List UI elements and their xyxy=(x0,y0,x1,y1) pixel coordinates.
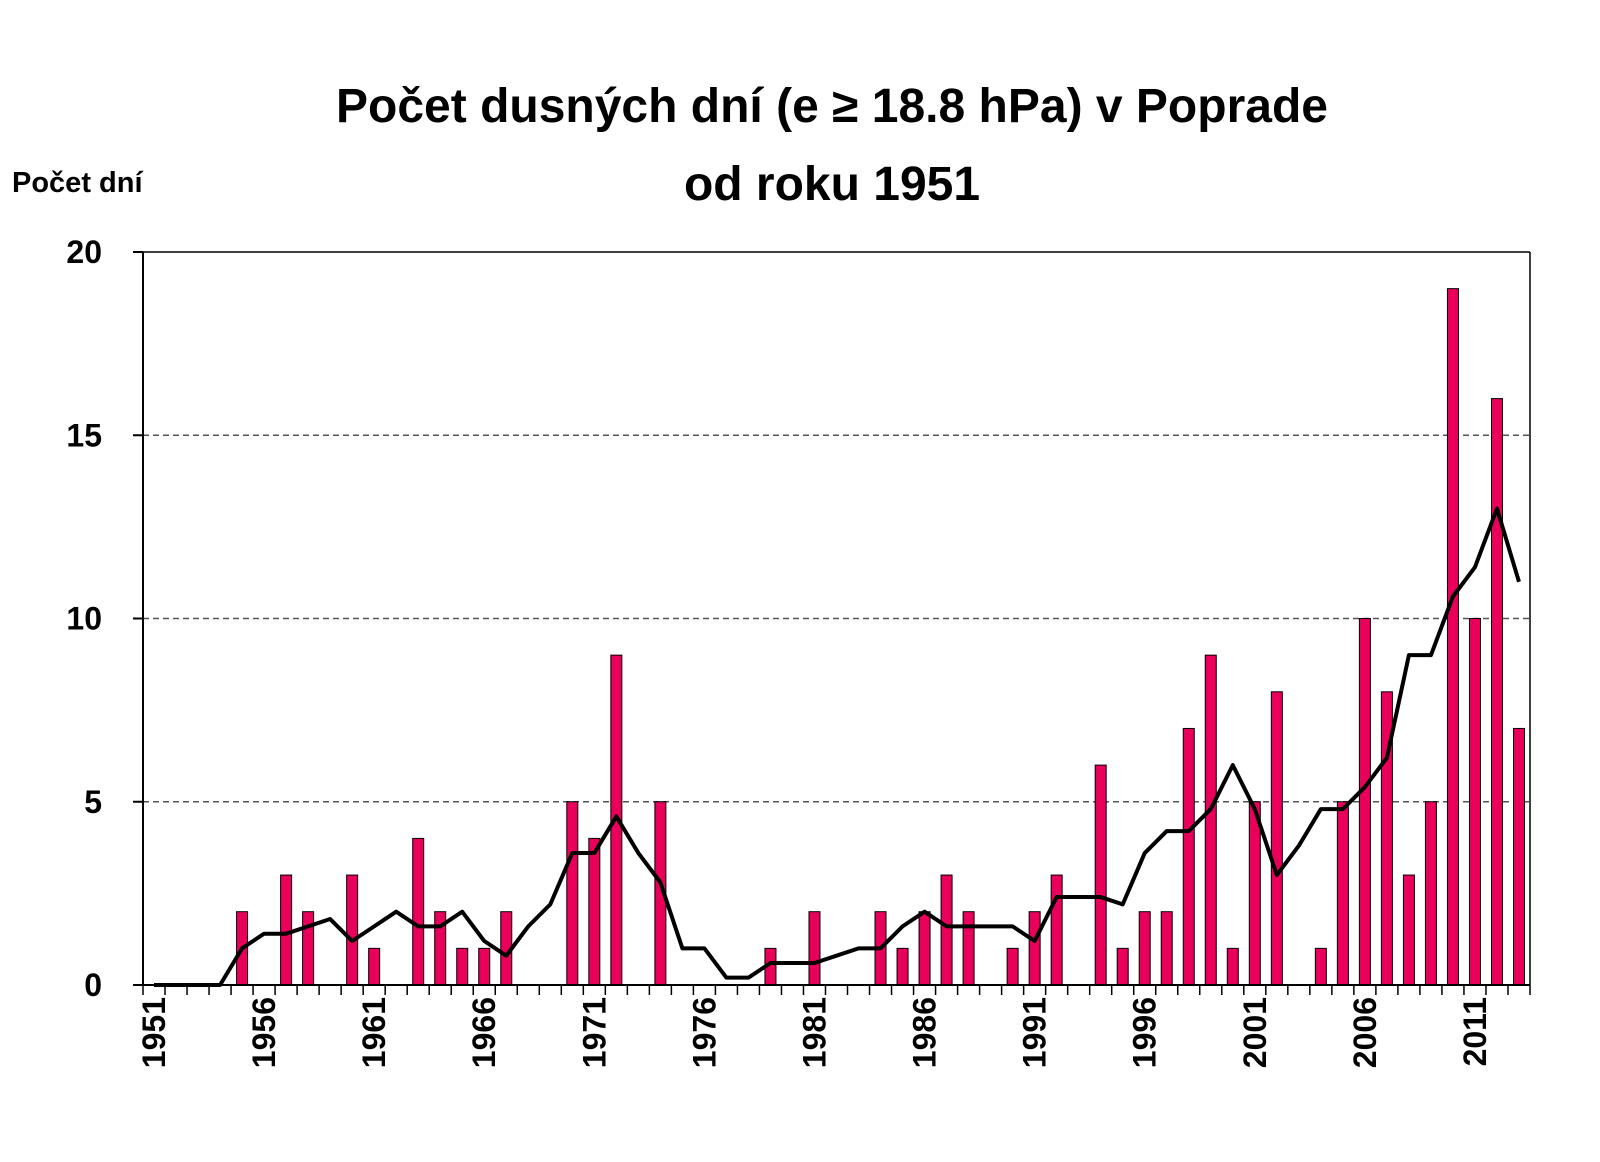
bar xyxy=(1006,947,1019,986)
x-tick-label: 1961 xyxy=(356,997,392,1068)
bar xyxy=(478,947,491,986)
bar xyxy=(1512,727,1525,986)
bar xyxy=(1358,618,1371,986)
bar xyxy=(896,947,909,986)
bar xyxy=(1182,727,1195,986)
bar xyxy=(808,911,821,986)
bar xyxy=(566,801,579,986)
bar xyxy=(1160,911,1173,986)
x-tick-label: 1966 xyxy=(466,997,502,1068)
bar xyxy=(302,911,315,986)
x-tick-label: 1981 xyxy=(796,997,832,1068)
trend-line xyxy=(154,506,1521,987)
bar xyxy=(456,947,469,986)
bar xyxy=(1314,947,1327,986)
x-tick-label: 1986 xyxy=(907,997,943,1068)
y-tick-label: 20 xyxy=(66,234,102,270)
bar xyxy=(918,911,931,986)
bar xyxy=(1490,398,1503,986)
y-tick-label: 15 xyxy=(66,417,102,453)
x-tick-label: 2006 xyxy=(1347,997,1383,1068)
y-axis-label: Počet dní xyxy=(12,167,143,199)
y-tick-label: 10 xyxy=(66,601,102,637)
chart-title: Počet dusných dní (e ≥ 18.8 hPa) v Popra… xyxy=(336,80,1328,133)
bar xyxy=(588,837,601,986)
bar xyxy=(412,837,425,986)
bar xyxy=(1336,801,1349,986)
bar xyxy=(1270,691,1283,986)
bar xyxy=(1028,911,1041,986)
bar xyxy=(346,874,359,986)
bar xyxy=(1204,654,1217,986)
bar xyxy=(1138,911,1151,986)
bar xyxy=(1226,947,1239,986)
bar xyxy=(280,874,293,986)
x-tick-label: 2011 xyxy=(1457,997,1493,1066)
x-tick-label: 1996 xyxy=(1127,997,1163,1068)
bar xyxy=(1424,801,1437,986)
bar xyxy=(1446,288,1459,986)
bar xyxy=(1468,618,1481,986)
bar xyxy=(1050,874,1063,986)
x-tick-label: 1971 xyxy=(576,997,612,1068)
bar xyxy=(1402,874,1415,986)
bar xyxy=(368,947,381,986)
y-tick-label: 0 xyxy=(84,967,102,1003)
y-tick-label: 5 xyxy=(84,784,102,820)
bar xyxy=(1116,947,1129,986)
bar xyxy=(940,874,953,986)
chart-title: od roku 1951 xyxy=(684,158,980,211)
x-tick-label: 1951 xyxy=(136,997,172,1068)
bar xyxy=(1094,764,1107,986)
bar xyxy=(962,911,975,986)
x-tick-label: 1991 xyxy=(1017,997,1053,1068)
x-tick-label: 1956 xyxy=(246,997,282,1068)
x-tick-label: 1976 xyxy=(686,997,722,1068)
x-tick-label: 2001 xyxy=(1237,997,1273,1068)
bar xyxy=(1248,801,1261,986)
